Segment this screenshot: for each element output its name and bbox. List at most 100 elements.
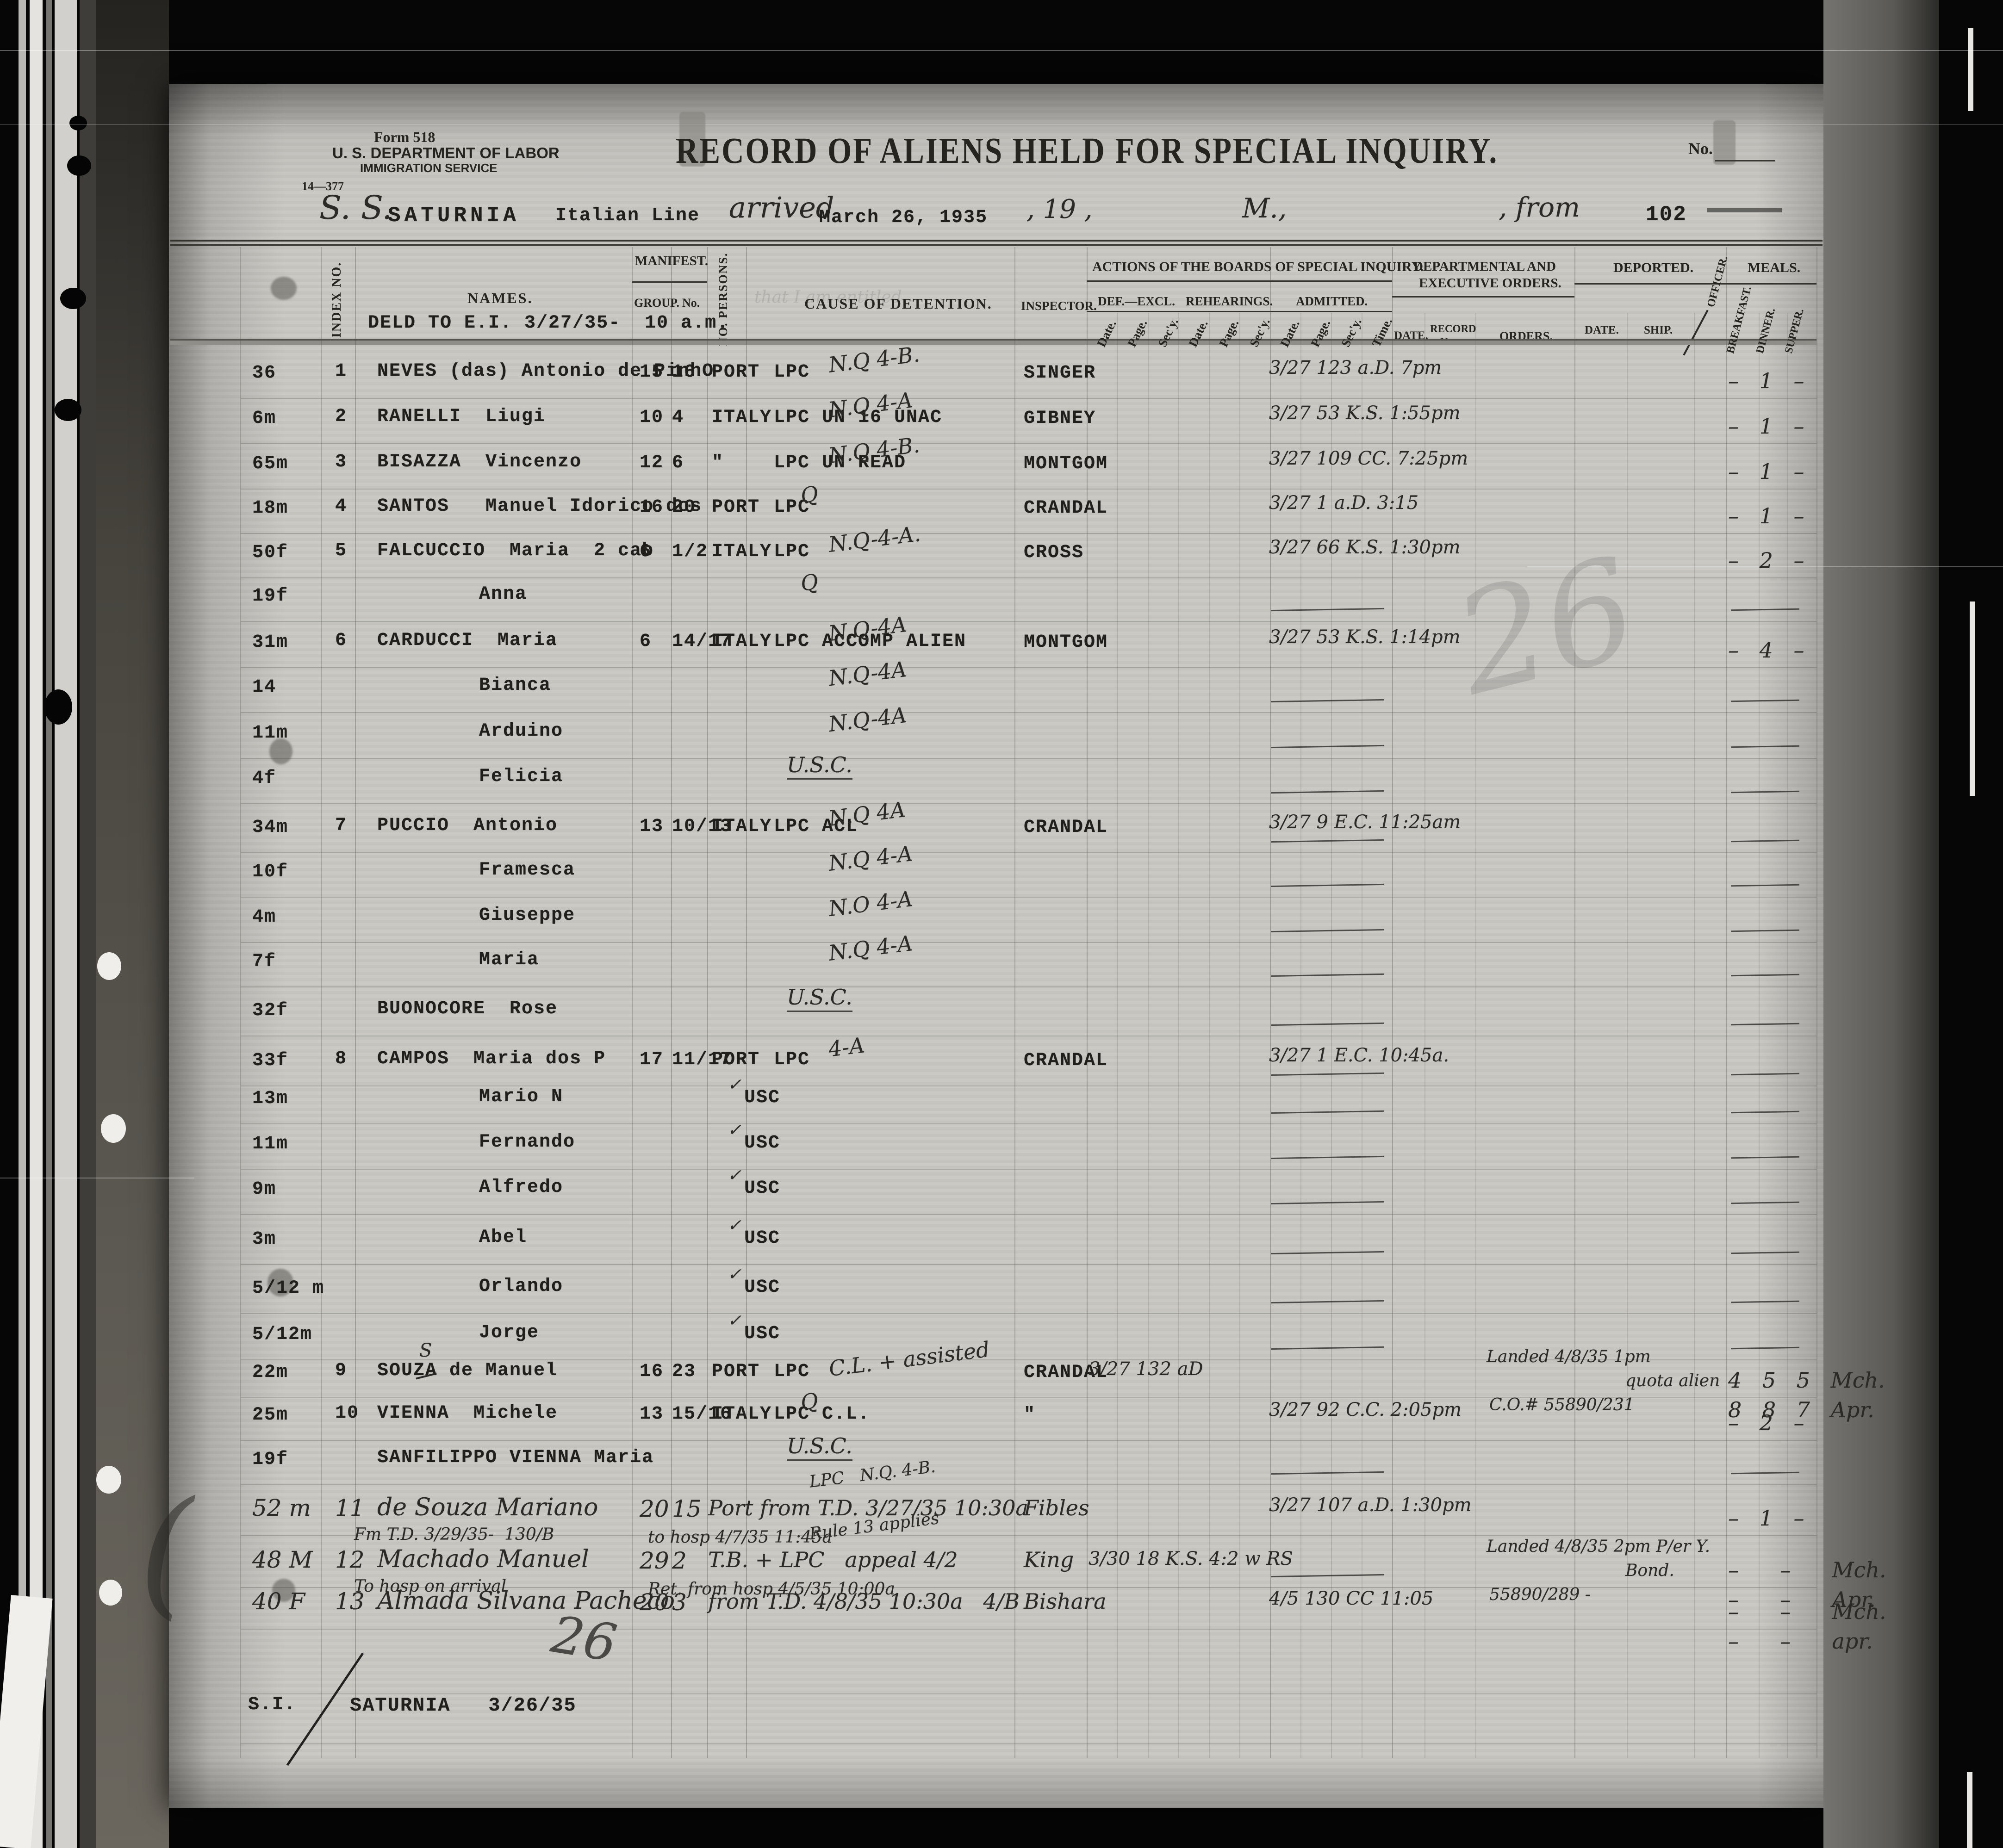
row-detention-port: ITALY — [712, 1404, 772, 1425]
manifest-page-number: 102 — [1646, 203, 1687, 227]
grid-vline — [1816, 247, 1817, 1758]
row-admitted: 3/27 66 K.S. 1:30pm — [1269, 537, 1461, 558]
film-scratch — [0, 50, 2003, 51]
punch-hole — [99, 1580, 122, 1606]
row-age: 31m — [252, 632, 289, 653]
grid-hline — [241, 758, 1816, 759]
row-detention-port: ITALY — [712, 816, 772, 837]
grid-hline — [241, 1743, 1816, 1744]
row-meals: – 1 – — [1728, 503, 1804, 528]
row-subnote: Fm T.D. 3/29/35- 130/B — [354, 1525, 554, 1544]
col-inspector-label: INSPECTOR. — [1021, 299, 1097, 313]
row-admitted: 3/27 53 K.S. 1:55pm — [1269, 403, 1461, 424]
row-index-no: 6 — [335, 630, 348, 651]
row-inspector: MONTGOM — [1024, 632, 1108, 653]
grid-hline — [241, 443, 1816, 444]
row-age: 6m — [252, 408, 277, 429]
grid-hline — [241, 1587, 1816, 1588]
row-age: 18m — [252, 498, 289, 519]
row-name: FALCUCCIO Maria 2 cab — [377, 540, 654, 561]
row-cause-typed: USC — [744, 1228, 781, 1249]
row-name: VIENNA Michele — [377, 1403, 558, 1424]
header-rule — [170, 240, 1823, 242]
row-name: Framesca — [479, 860, 576, 881]
year-fragment: , 19 , — [1026, 194, 1093, 224]
grid-vline — [1694, 313, 1695, 1758]
row-inspector: GIBNEY — [1024, 408, 1096, 429]
row-manifest-group: 20 — [640, 1495, 669, 1522]
header-rule — [170, 244, 1823, 246]
row-cause-typed: LPC — [774, 362, 810, 383]
page-edge-sliver — [1967, 1772, 1972, 1848]
grid-hline — [241, 852, 1816, 853]
grid-vline — [632, 247, 633, 1758]
row-cause-typed: USC — [744, 1087, 781, 1108]
row-index-no: 2 — [335, 406, 348, 427]
ledger-page — [169, 84, 1823, 1808]
row-index-no: 13 — [335, 1588, 365, 1615]
grid-vline — [1627, 313, 1628, 1758]
row-meals: – 1 – — [1728, 368, 1804, 393]
row-inspector: King — [1024, 1547, 1074, 1572]
grid-vline — [1014, 247, 1015, 1758]
row-inspector: CRANDAL — [1024, 498, 1108, 519]
row-manifest-no: 15 — [672, 1495, 702, 1522]
deported-date-label: DATE. — [1585, 324, 1619, 336]
grid-vline — [1726, 247, 1727, 1758]
row-subnote: Ret. from hosp 4/5/35 10:00a — [648, 1580, 895, 1599]
row-cause-typed: LPC ACL — [774, 816, 858, 837]
row-admitted: 3/27 53 K.S. 1:14pm — [1269, 626, 1461, 648]
row-age: 7f — [252, 951, 277, 972]
grid-hline — [241, 942, 1816, 943]
row-cause-handwritten: Q — [799, 569, 820, 596]
actions-subrule — [1087, 311, 1392, 312]
row-manifest-no: 4 — [672, 407, 684, 428]
row-age: 9m — [252, 1179, 277, 1200]
grid-vline — [1239, 313, 1240, 1758]
grid-vline — [1475, 313, 1476, 1758]
row-manifest-group: 17 — [640, 1049, 664, 1070]
row-orders: 55890/289 - — [1489, 1585, 1591, 1604]
row-index-no: 10 — [335, 1403, 360, 1424]
row-age: 10f — [252, 862, 289, 882]
row-inspector: Fibles — [1024, 1495, 1089, 1520]
form-number-line: Form 518 — [374, 129, 435, 145]
grid-hline — [241, 398, 1816, 399]
row-index-no: 11 — [335, 1495, 365, 1521]
row-index-no: 7 — [335, 815, 348, 836]
row-manifest-group: 12 — [640, 453, 664, 473]
deported-ship-label: SHIP. — [1644, 324, 1673, 336]
print-smudge — [1707, 208, 1782, 212]
row-inspector: Bishara — [1024, 1589, 1107, 1614]
meridian: M., — [1242, 192, 1287, 224]
row-manifest-group: 15 — [640, 362, 664, 383]
punch-hole — [96, 1466, 121, 1494]
row-inspector: MONTGOM — [1024, 453, 1108, 474]
ship-name: SATURNIA — [388, 204, 520, 228]
row-meals: 8 8 7 Apr. — [1728, 1397, 1874, 1422]
row-inspector: CRANDAL — [1024, 817, 1108, 838]
row-manifest-no: 3 — [672, 1589, 687, 1616]
grid-vline — [707, 247, 708, 1758]
row-manifest-group: 13 — [640, 1404, 664, 1425]
grid-vline — [1574, 247, 1575, 1758]
backing-board — [1823, 0, 1939, 1848]
row-manifest-no: 15/16 — [672, 1404, 733, 1425]
binder-hole — [67, 155, 91, 176]
row-inspector: " — [1024, 1405, 1036, 1426]
grid-hline — [241, 1313, 1816, 1314]
row-manifest-group: 29 — [640, 1547, 669, 1574]
row-cause-typed: USC — [744, 1133, 781, 1153]
row-age: 14 — [252, 677, 277, 698]
row-age: 36 — [252, 363, 277, 384]
row-cause-typed: LPC UN 16 UNAC — [774, 407, 943, 428]
col-manifest-no-label: No. — [682, 296, 700, 310]
row-name: NEVES (das) Antonio de PinhO — [377, 361, 715, 382]
row-cause-typed: LPC — [774, 497, 810, 518]
glue-blob — [267, 1269, 293, 1296]
row-name: Giuseppe — [479, 905, 576, 926]
arrived-date: March 26, 1935 — [819, 207, 988, 228]
paper-stack-edge — [30, 0, 43, 1848]
row-manifest-no: 20 — [672, 497, 697, 518]
